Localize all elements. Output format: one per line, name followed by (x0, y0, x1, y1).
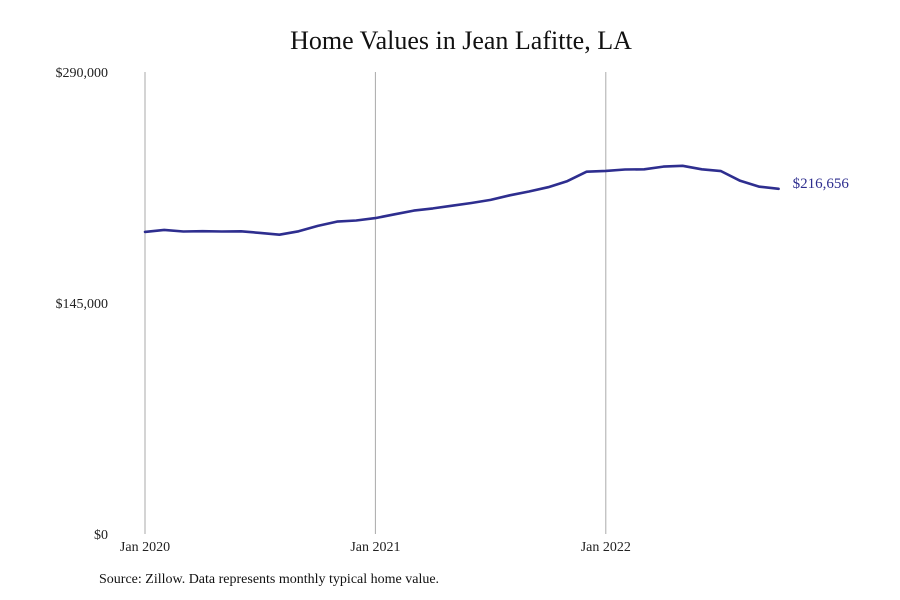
chart-title: Home Values in Jean Lafitte, LA (290, 26, 632, 55)
x-tick-label: Jan 2021 (350, 540, 400, 555)
y-axis-ticks: $0 $145,000 $290,000 (56, 66, 109, 543)
x-axis-ticks: Jan 2020 Jan 2021 Jan 2022 (120, 540, 631, 555)
x-tick-label: Jan 2022 (581, 540, 631, 555)
series-layer (143, 164, 780, 236)
x-tick-label: Jan 2020 (120, 540, 170, 555)
y-tick-label: $145,000 (56, 297, 109, 312)
y-tick-label: $290,000 (56, 66, 109, 81)
y-tick-label: $0 (94, 528, 108, 543)
end-value-label: $216,656 (793, 176, 850, 192)
series-line-0 (143, 164, 780, 236)
gridlines (144, 72, 607, 534)
end-labels: $216,656 (793, 176, 850, 192)
source-note: Source: Zillow. Data represents monthly … (99, 572, 440, 587)
